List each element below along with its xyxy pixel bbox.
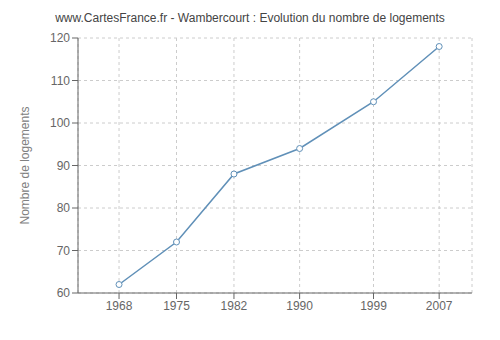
svg-text:1968: 1968 [106, 299, 133, 313]
svg-text:1999: 1999 [360, 299, 387, 313]
svg-text:2007: 2007 [426, 299, 453, 313]
svg-text:120: 120 [50, 31, 70, 45]
svg-text:100: 100 [50, 116, 70, 130]
svg-text:90: 90 [57, 159, 71, 173]
svg-text:60: 60 [57, 286, 71, 300]
svg-text:Nombre de logements: Nombre de logements [18, 106, 32, 224]
html-text:www.CartesFrance.fr - Wamberco: www.CartesFrance.fr - Wambercourt : Evol… [55, 11, 445, 25]
svg-text:70: 70 [57, 244, 71, 258]
svg-text:1990: 1990 [286, 299, 313, 313]
svg-text:1975: 1975 [163, 299, 190, 313]
svg-text:110: 110 [51, 74, 70, 88]
svg-text:1982: 1982 [221, 299, 248, 313]
svg-text:80: 80 [57, 201, 71, 215]
